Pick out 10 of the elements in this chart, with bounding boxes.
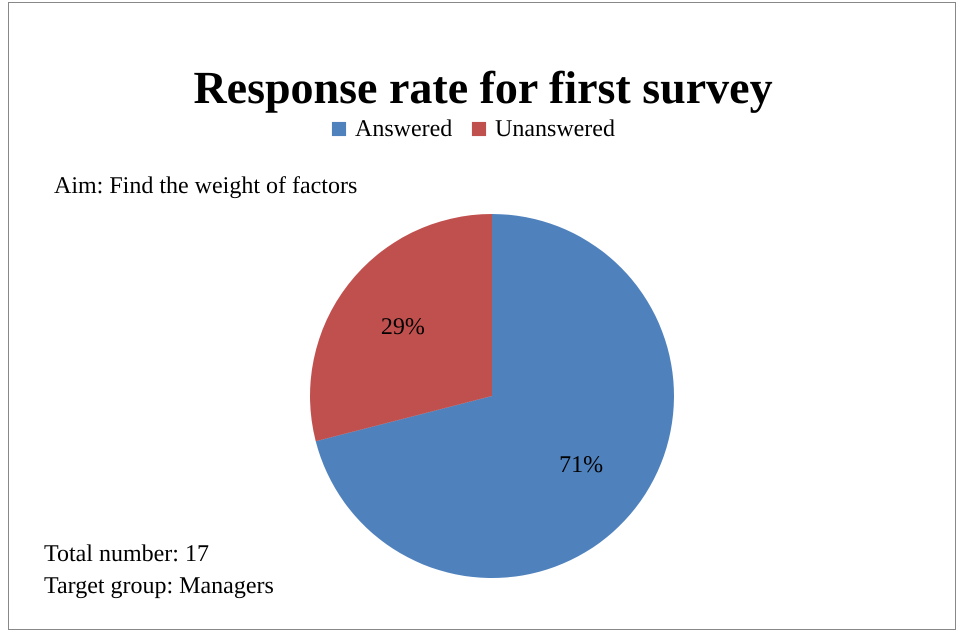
text: Target group: Managers bbox=[44, 573, 274, 599]
legend-label: Answered bbox=[355, 116, 452, 142]
pie-slice bbox=[310, 214, 492, 442]
legend-label: Unanswered bbox=[495, 116, 615, 142]
text: Total number: 17 bbox=[44, 541, 209, 567]
text: Aim: Find the weight of factors bbox=[54, 173, 358, 199]
data-label: 71% bbox=[559, 452, 604, 478]
data-label: 29% bbox=[380, 314, 425, 340]
pie-slice bbox=[316, 214, 674, 578]
chart-title: Response rate for first survey bbox=[193, 62, 773, 113]
